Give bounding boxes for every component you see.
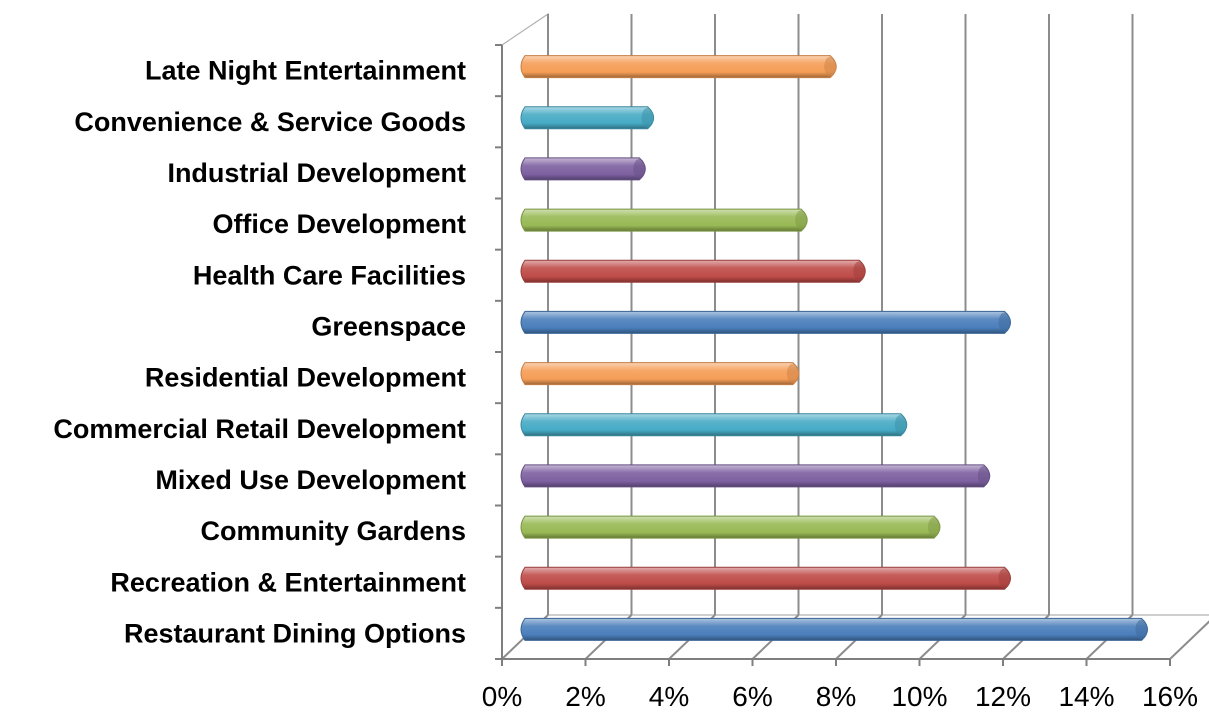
category-label: Office Development (212, 209, 466, 239)
category-label: Commercial Retail Development (53, 414, 466, 444)
bar (520, 310, 1012, 334)
category-label: Late Night Entertainment (145, 56, 466, 86)
category-label: Industrial Development (167, 158, 466, 188)
bar (520, 157, 646, 181)
axes (495, 44, 1171, 666)
bar (520, 464, 991, 488)
floor-gridline (1169, 620, 1209, 660)
bar (520, 259, 866, 283)
category-label: Recreation & Entertainment (110, 567, 466, 597)
category-labels: Restaurant Dining Options Recreation & En… (53, 56, 466, 649)
category-label: Restaurant Dining Options (124, 618, 466, 648)
category-label: Greenspace (311, 311, 466, 341)
category-label: Mixed Use Development (155, 465, 466, 495)
x-tick-label: 2% (565, 681, 605, 712)
bar (520, 515, 941, 539)
x-tick-label: 10% (891, 681, 947, 712)
bar (520, 208, 808, 232)
x-tick-label: 16% (1142, 681, 1198, 712)
bar (520, 362, 800, 386)
x-tick-labels: 0% 2% 4% 6% 8% 10% 12% 14% 16% (482, 681, 1198, 712)
bar (520, 566, 1012, 590)
x-tick-label: 6% (732, 681, 772, 712)
category-label: Health Care Facilities (193, 260, 466, 290)
bars (520, 55, 1148, 641)
x-tick-label: 14% (1058, 681, 1114, 712)
x-tick-label: 12% (975, 681, 1031, 712)
x-tick-label: 8% (816, 681, 856, 712)
bar (520, 617, 1148, 641)
category-label: Community Gardens (200, 516, 466, 546)
category-label: Convenience & Service Goods (74, 107, 466, 137)
x-tick-label: 0% (482, 681, 522, 712)
x-tick-label: 4% (649, 681, 689, 712)
category-label: Residential Development (145, 363, 466, 393)
bar (520, 106, 655, 130)
bar (520, 55, 837, 79)
bar (520, 413, 908, 437)
